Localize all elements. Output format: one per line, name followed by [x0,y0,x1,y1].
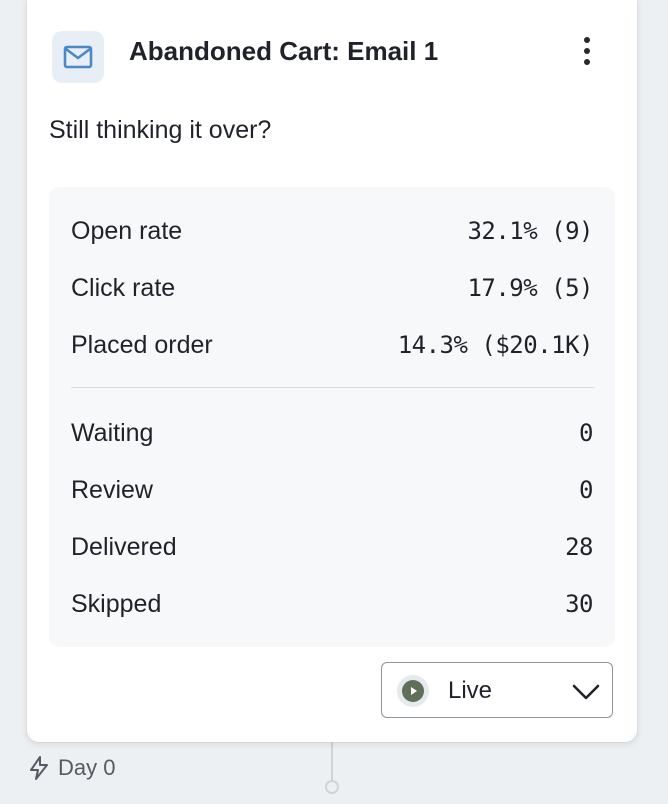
stat-label: Skipped [71,589,162,618]
stat-value: 30 [565,590,593,618]
trigger-day-label: Day 0 [28,752,115,784]
lightning-icon [30,756,48,780]
stat-label: Placed order [71,330,213,359]
email-step-card[interactable]: Abandoned Cart: Email 1 Still thinking i… [27,0,637,742]
stat-row-click-rate: Click rate 17.9% (5) [71,268,593,308]
stat-label: Open rate [71,216,183,245]
stat-row-placed-order: Placed order 14.3% ($20.1K) [71,325,594,365]
flow-connector-line [331,740,333,788]
card-title: Abandoned Cart: Email 1 [129,36,439,66]
stat-row-waiting: Waiting 0 [71,413,593,453]
kebab-menu-icon[interactable] [572,33,602,69]
stat-value: 0 [579,476,593,504]
mail-icon [52,31,104,83]
stat-value: 17.9% (5) [467,274,593,302]
status-select[interactable]: Live [381,662,613,718]
stat-value: 28 [565,533,593,561]
stat-label: Delivered [71,532,177,561]
stat-row-skipped: Skipped 30 [71,584,593,624]
stat-row-delivered: Delivered 28 [71,527,593,567]
status-selected-value: Live [448,677,493,704]
stat-value: 14.3% ($20.1K) [397,331,594,359]
flow-connector-node [325,780,339,794]
stats-divider [71,387,595,388]
chevron-down-icon [572,684,600,700]
stat-value: 0 [579,419,593,447]
email-subject: Still thinking it over? [49,116,272,144]
stat-row-review: Review 0 [71,470,593,510]
play-circle-icon [397,675,429,707]
stat-label: Click rate [71,273,176,302]
day-label-text: Day 0 [58,755,116,780]
stat-label: Review [71,475,153,504]
stats-panel: Open rate 32.1% (9) Click rate 17.9% (5)… [49,187,615,647]
stat-row-open-rate: Open rate 32.1% (9) [71,211,593,251]
stat-label: Waiting [71,418,154,447]
stat-value: 32.1% (9) [467,217,593,245]
